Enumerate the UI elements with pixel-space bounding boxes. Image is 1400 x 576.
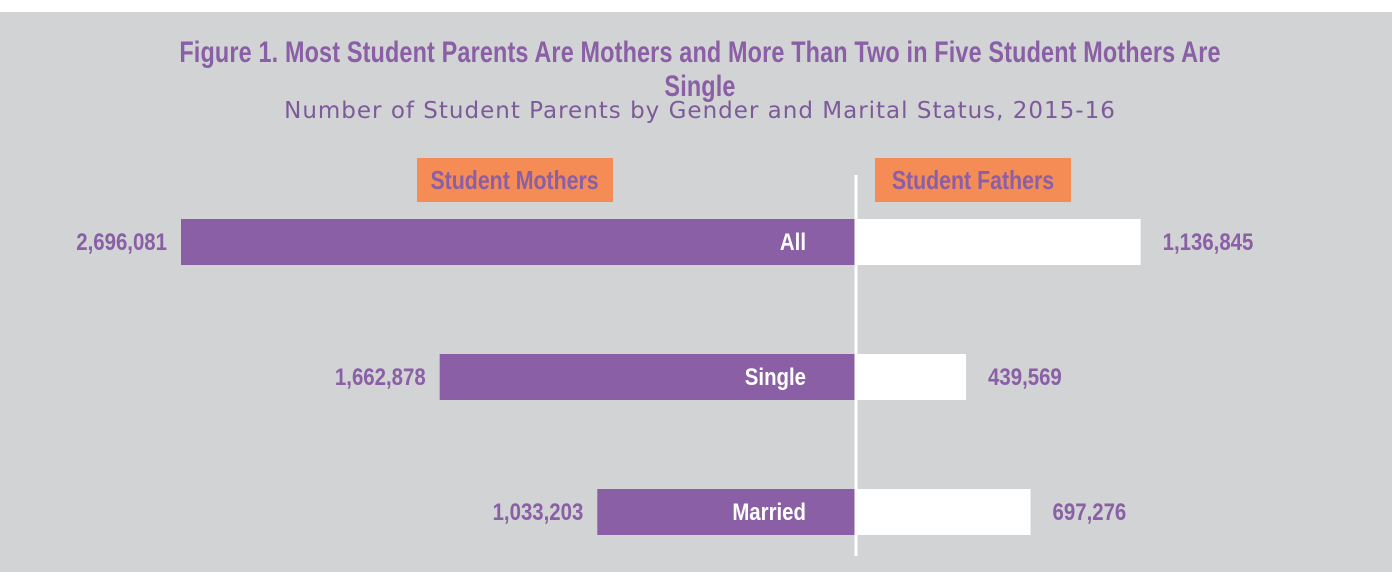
value-label-fathers-all: 1,136,845 bbox=[1163, 228, 1254, 255]
fathers-header-label: Student Fathers bbox=[891, 164, 1055, 195]
bar-mothers-married bbox=[597, 489, 856, 535]
bar-mothers-all bbox=[181, 219, 856, 265]
mothers-header-label: Student Mothers bbox=[430, 164, 600, 195]
fathers-header: Student Fathers bbox=[875, 158, 1071, 202]
category-label-married: Married bbox=[732, 498, 806, 525]
chart-subtitle: Number of Student Parents by Gender and … bbox=[284, 98, 1116, 124]
value-label-mothers-married: 1,033,203 bbox=[493, 498, 584, 525]
bar-mothers-single bbox=[439, 354, 856, 400]
mothers-header: Student Mothers bbox=[417, 158, 613, 202]
value-label-fathers-single: 439,569 bbox=[988, 363, 1062, 390]
value-label-mothers-single: 1,662,878 bbox=[335, 363, 426, 390]
bar-fathers-all bbox=[856, 219, 1141, 265]
chart-title: Figure 1. Most Student Parents Are Mothe… bbox=[179, 36, 1221, 103]
bar-fathers-married bbox=[856, 489, 1031, 535]
value-label-mothers-all: 2,696,081 bbox=[76, 228, 167, 255]
chart-background bbox=[0, 12, 1392, 572]
value-label-fathers-married: 697,276 bbox=[1053, 498, 1127, 525]
category-label-all: All bbox=[780, 228, 806, 255]
category-label-single: Single bbox=[745, 363, 806, 390]
bar-fathers-single bbox=[856, 354, 967, 400]
